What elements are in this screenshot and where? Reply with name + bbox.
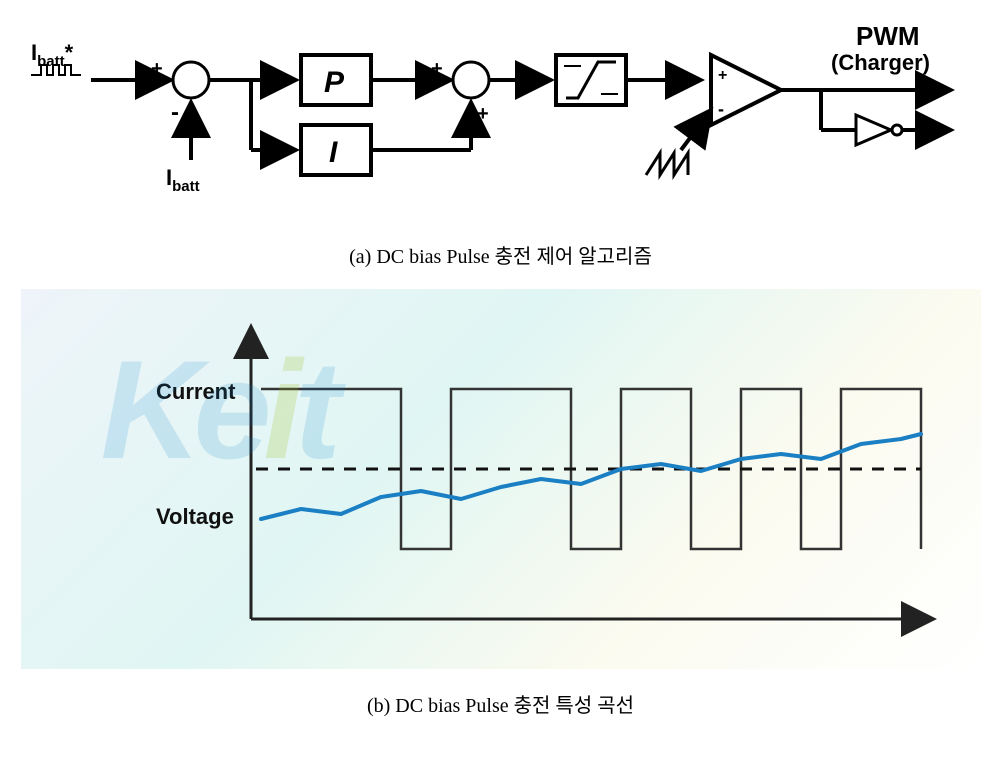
caption-b: (b) DC bias Pulse 충전 특성 곡선: [21, 689, 981, 718]
block-diagram-a: Ibatt* + Ibatt - P: [21, 20, 981, 220]
p-block-label: P: [324, 66, 345, 99]
caption-a: (a) DC bias Pulse 충전 제어 알고리즘: [21, 240, 981, 269]
sum-junction-2: [453, 62, 489, 98]
comp-minus: -: [718, 99, 724, 119]
comp-plus: +: [718, 67, 727, 84]
sum-junction-1: [173, 62, 209, 98]
pwm-subtitle: (Charger): [831, 50, 930, 75]
plus-sign-2: +: [431, 58, 443, 80]
block-diagram-svg: Ibatt* + Ibatt - P: [21, 20, 981, 220]
feedback-label: Ibatt: [166, 165, 200, 195]
minus-sign: -: [171, 99, 179, 126]
pulse-chart-svg: Current Voltage: [21, 289, 981, 669]
current-label: Current: [156, 379, 236, 404]
i-block-label: I: [329, 136, 338, 169]
voltage-label: Voltage: [156, 504, 234, 529]
plus-sign-1: +: [151, 58, 163, 80]
not-gate: [856, 115, 891, 145]
pulse-chart-b: Keit Current Voltage: [21, 289, 981, 669]
arrow-saw-comp: [681, 110, 711, 150]
plus-sign-3: +: [477, 103, 489, 125]
sawtooth-icon: [646, 153, 688, 175]
pwm-title: PWM: [856, 21, 920, 51]
not-bubble: [892, 125, 902, 135]
voltage-curve: [261, 434, 921, 519]
